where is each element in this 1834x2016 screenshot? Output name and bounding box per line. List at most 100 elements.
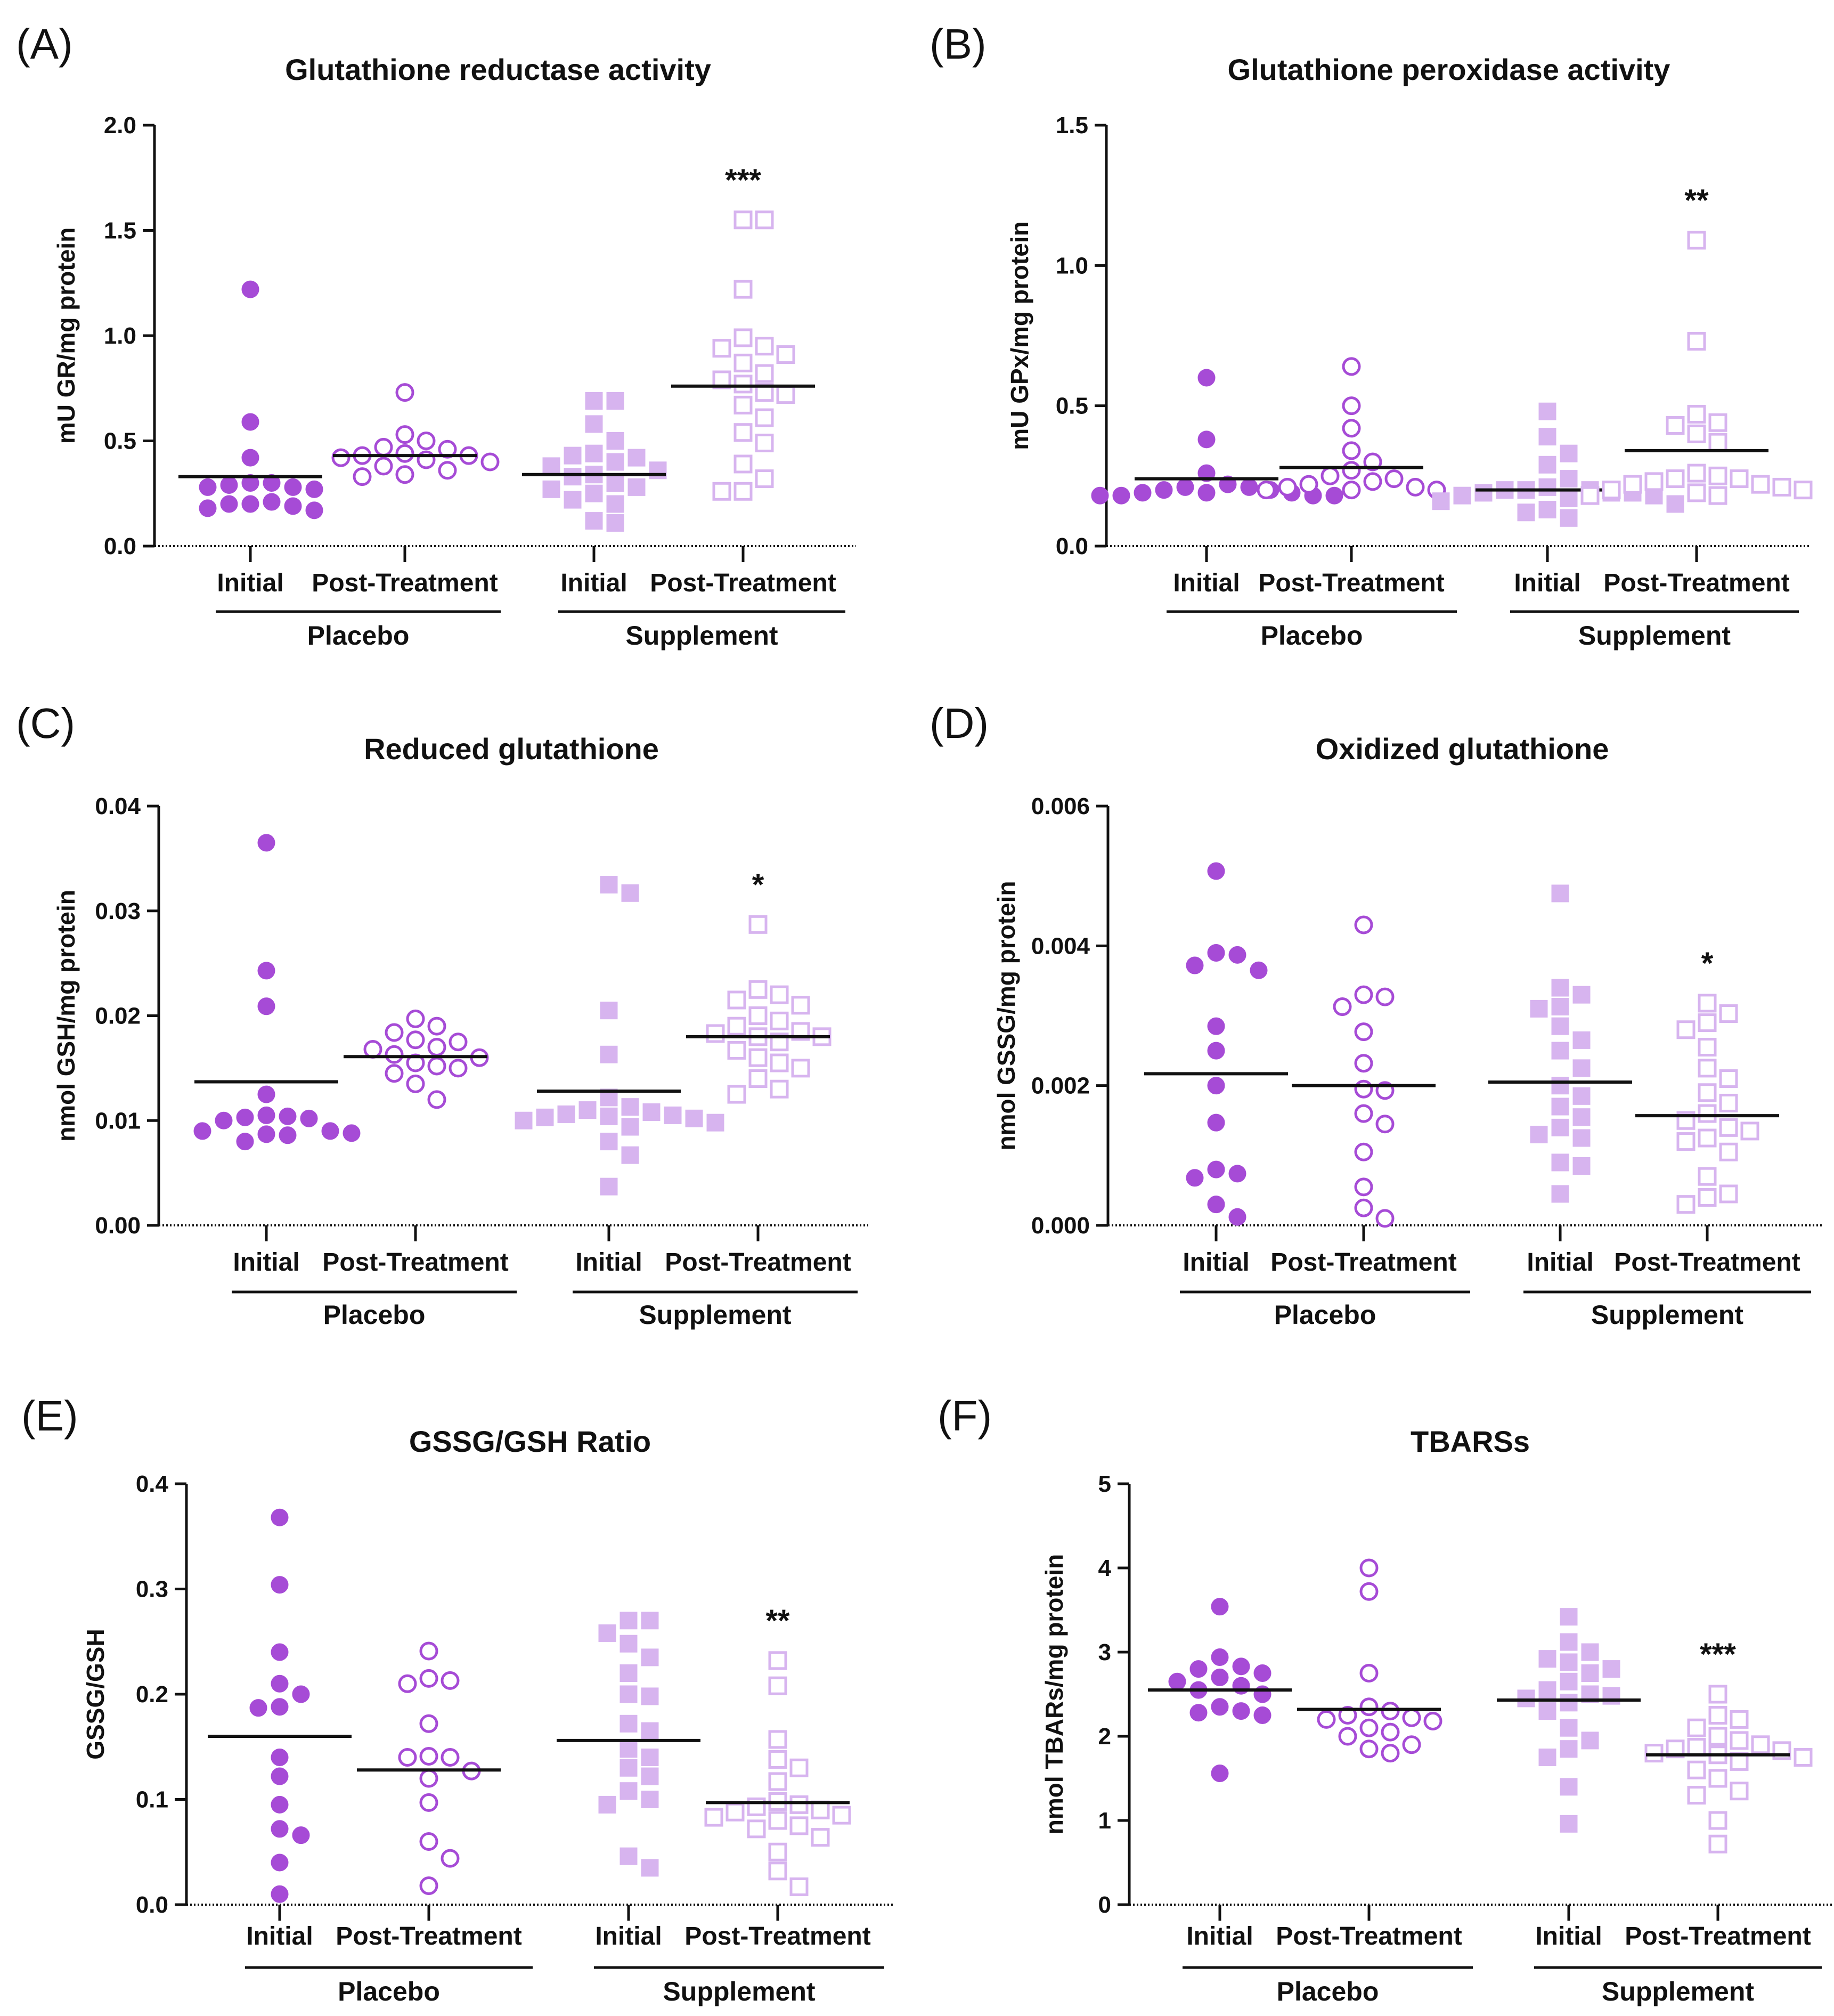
series-2 xyxy=(522,392,667,532)
data-point xyxy=(220,476,238,494)
data-point xyxy=(621,1118,639,1136)
data-point xyxy=(1676,1195,1696,1214)
data-point xyxy=(1207,1196,1225,1214)
data-point xyxy=(279,1126,297,1144)
data-point xyxy=(1644,1744,1664,1763)
data-point xyxy=(257,1085,275,1103)
data-point xyxy=(1708,413,1727,432)
data-point xyxy=(1719,1069,1738,1088)
data-point xyxy=(789,1877,809,1896)
y-tick-label: 0.01 xyxy=(95,1108,141,1134)
data-point xyxy=(1342,441,1361,460)
data-point xyxy=(642,1103,661,1121)
data-point xyxy=(257,1125,275,1143)
group-label: Supplement xyxy=(1602,1977,1754,2006)
significance-marker: *** xyxy=(725,163,761,198)
data-point xyxy=(1189,1660,1208,1678)
data-point xyxy=(271,1885,289,1903)
data-point xyxy=(395,425,414,444)
data-point xyxy=(1359,1664,1379,1682)
data-point xyxy=(600,1107,618,1125)
data-point xyxy=(1560,1815,1578,1833)
y-axis-label: mU GPx/mg protein xyxy=(1006,221,1033,450)
data-point xyxy=(755,210,774,230)
data-point xyxy=(727,1017,746,1036)
data-point xyxy=(1730,1731,1749,1750)
data-point xyxy=(1538,478,1556,496)
data-point xyxy=(564,446,582,465)
data-point xyxy=(564,468,582,486)
data-point xyxy=(1228,1208,1246,1226)
group-label: Placebo xyxy=(307,621,410,651)
data-point xyxy=(438,440,457,459)
data-point xyxy=(600,1133,618,1151)
data-point xyxy=(620,1740,638,1758)
data-point xyxy=(1687,231,1706,250)
data-point xyxy=(257,1106,275,1124)
data-point xyxy=(641,1687,659,1705)
data-point xyxy=(271,1643,289,1661)
data-point xyxy=(621,884,639,902)
data-point xyxy=(1197,484,1216,502)
data-point xyxy=(832,1806,851,1825)
data-point xyxy=(1602,481,1621,500)
y-axis-label: nmol TBARs/mg protein xyxy=(1040,1554,1068,1834)
series-1 xyxy=(357,1641,501,1895)
data-point xyxy=(791,996,810,1015)
data-point xyxy=(598,1624,616,1642)
data-point xyxy=(1676,1020,1696,1039)
x-category-label: Initial xyxy=(575,1248,642,1277)
panel-letter: (E) xyxy=(21,1392,78,1440)
data-point xyxy=(305,501,323,519)
data-point xyxy=(1381,1722,1400,1742)
data-point xyxy=(748,980,768,999)
data-point xyxy=(620,1635,638,1653)
data-point xyxy=(1708,466,1727,485)
y-tick-label: 0.2 xyxy=(136,1681,168,1708)
data-point xyxy=(585,415,603,433)
data-point xyxy=(1687,332,1706,351)
data-point xyxy=(733,423,753,442)
y-tick-label: 0.5 xyxy=(1056,393,1088,419)
series-1 xyxy=(1297,1558,1442,1763)
data-point xyxy=(1572,1108,1591,1126)
data-point xyxy=(271,1749,289,1766)
data-point xyxy=(727,990,746,1010)
data-point xyxy=(1186,956,1204,974)
data-point xyxy=(284,478,302,496)
data-point xyxy=(284,497,302,515)
significance-marker: * xyxy=(1701,946,1714,981)
data-point xyxy=(706,1113,724,1132)
data-point xyxy=(419,1641,438,1661)
data-point xyxy=(1354,1079,1373,1099)
data-point xyxy=(257,834,275,852)
x-category-label: Initial xyxy=(1186,1922,1253,1950)
y-tick-label: 3 xyxy=(1098,1639,1111,1665)
data-point xyxy=(1698,1059,1717,1078)
data-point xyxy=(271,1508,289,1526)
data-point xyxy=(1572,1031,1591,1049)
x-category-label: Post-Treatment xyxy=(1603,569,1789,597)
series-1 xyxy=(344,1009,489,1109)
data-point xyxy=(417,432,436,450)
data-point xyxy=(620,1847,638,1865)
data-point xyxy=(685,1109,703,1127)
data-point xyxy=(1474,484,1493,502)
data-point xyxy=(1375,1115,1395,1134)
data-point xyxy=(292,1826,310,1844)
data-point xyxy=(627,449,646,467)
data-point xyxy=(1572,1059,1591,1077)
data-point xyxy=(1363,472,1382,491)
data-point xyxy=(664,1106,682,1124)
data-point xyxy=(598,1795,616,1814)
group-label: Placebo xyxy=(1274,1300,1376,1330)
data-point xyxy=(419,1793,438,1812)
data-point xyxy=(1375,987,1395,1006)
data-point xyxy=(398,1674,417,1693)
y-tick-label: 0.006 xyxy=(1031,793,1090,819)
data-point xyxy=(419,1747,438,1766)
data-point xyxy=(257,962,275,980)
series-3: ** xyxy=(704,1604,851,1896)
x-category-label: Initial xyxy=(1535,1922,1602,1950)
data-point xyxy=(1666,495,1684,513)
